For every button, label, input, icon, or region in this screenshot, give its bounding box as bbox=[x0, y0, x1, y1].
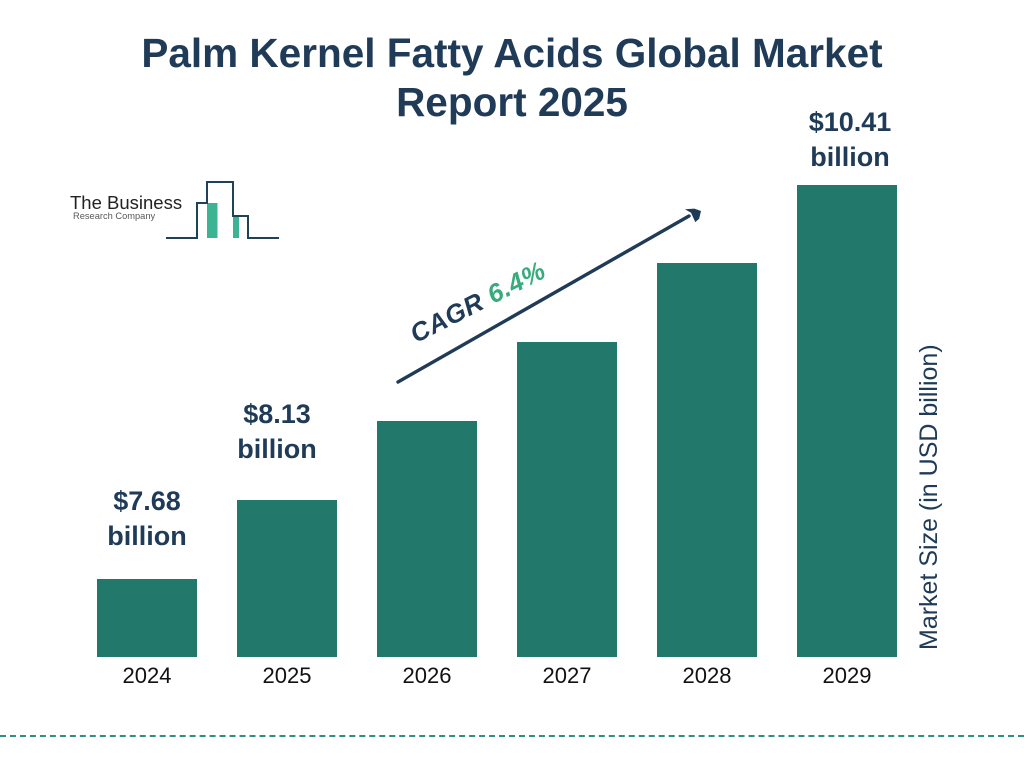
svg-text:Research Company: Research Company bbox=[73, 211, 156, 221]
svg-text:The Business: The Business bbox=[70, 192, 182, 213]
